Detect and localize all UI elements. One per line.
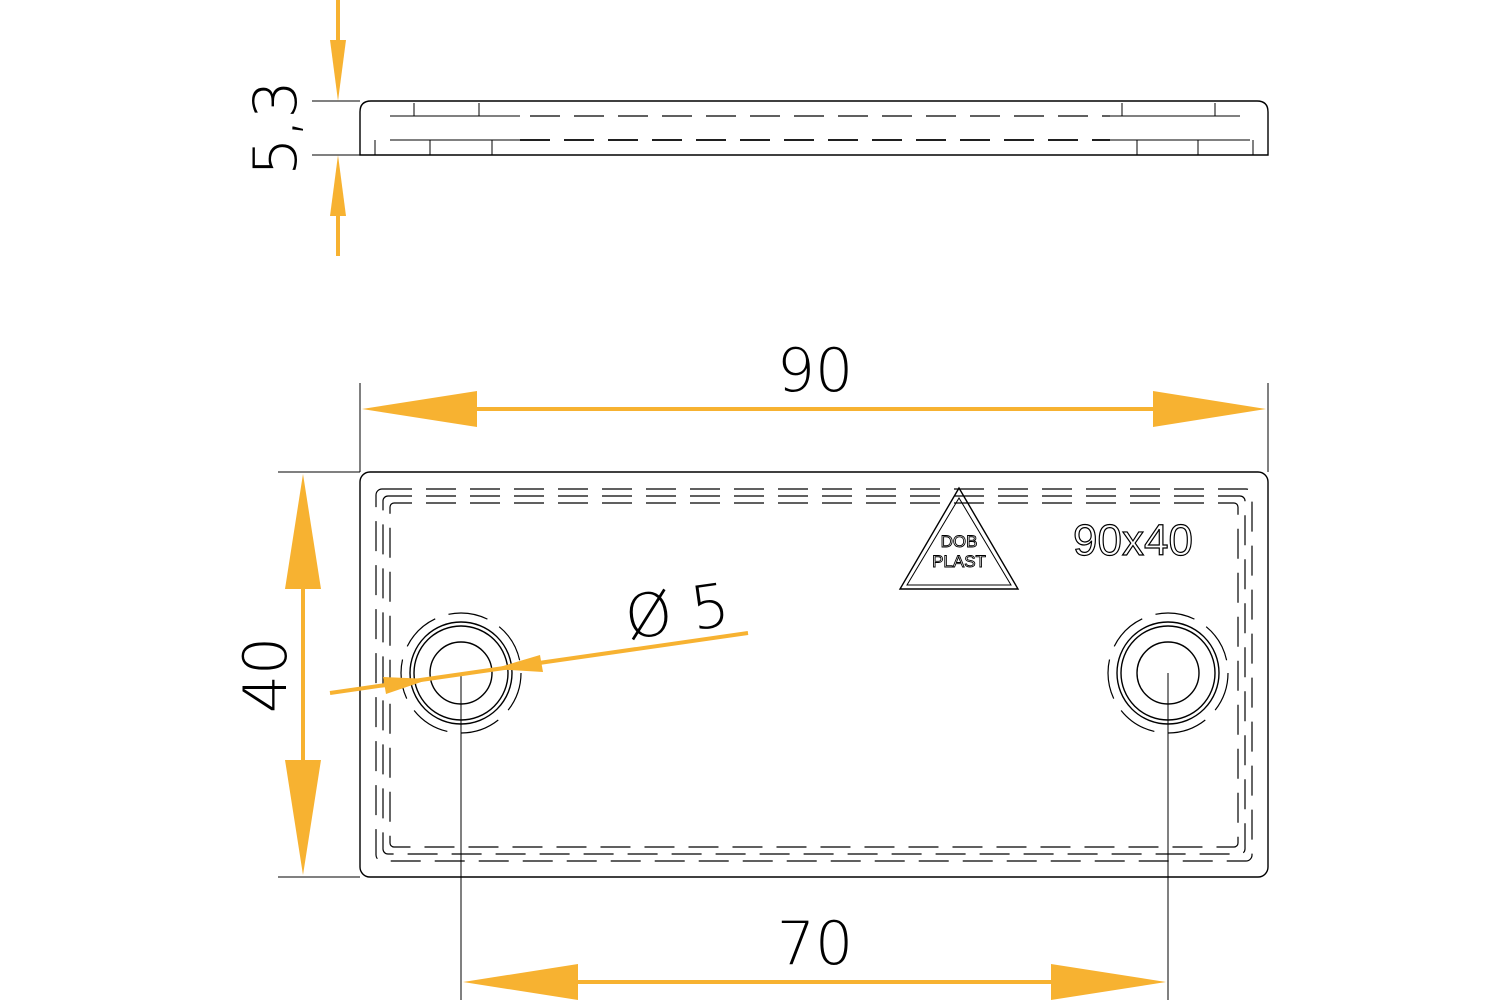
hole-spacing-dimension: 70 [460, 673, 1169, 1000]
arrowhead [493, 655, 543, 672]
width-dimension: 40 [231, 471, 360, 878]
hole-spacing-label: 70 [777, 909, 853, 979]
width-label: 40 [231, 637, 301, 713]
thickness-dimension: 5,3 [241, 0, 360, 256]
length-label: 90 [777, 336, 853, 406]
top-view: DOB PLAST 90x40 [359, 471, 1269, 878]
arrowhead [1051, 964, 1166, 1000]
arrowhead [1153, 391, 1266, 427]
length-dimension: 90 [359, 336, 1269, 472]
hole-diameter-dimension: Ø 5 [329, 570, 749, 695]
arrowhead [383, 677, 430, 694]
hole-diameter-label: Ø 5 [621, 570, 734, 654]
arrowhead [463, 964, 578, 1000]
logo: DOB PLAST [898, 486, 1020, 590]
size-marking: 90x40 [1073, 516, 1193, 565]
thickness-label: 5,3 [241, 80, 311, 175]
arrowhead [362, 391, 477, 427]
arrowhead [330, 155, 346, 216]
logo-line1: DOB [941, 532, 978, 551]
arrowhead [285, 760, 321, 875]
arrowhead [330, 40, 346, 101]
arrowhead [285, 474, 321, 589]
side-view [359, 100, 1269, 156]
logo-line2: PLAST [932, 552, 986, 571]
